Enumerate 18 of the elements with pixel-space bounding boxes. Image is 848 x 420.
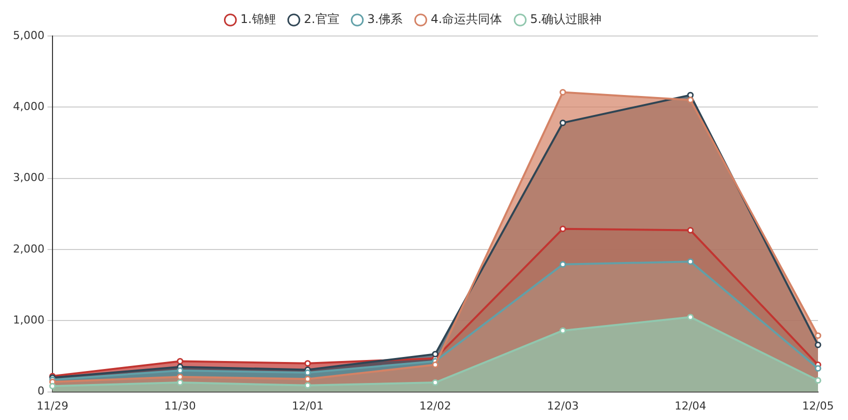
x-tick-label: 12/02 <box>419 399 452 412</box>
legend-label: 4.命运共同体 <box>430 12 502 26</box>
y-tick-label: 0 <box>37 384 44 398</box>
x-tick-label: 12/03 <box>546 399 579 412</box>
x-tick-label: 11/30 <box>164 399 196 412</box>
legend-label: 2.官宣 <box>304 12 340 26</box>
x-tick-label: 12/05 <box>802 399 834 412</box>
y-tick-label: 1,000 <box>12 314 44 326</box>
legend-label: 5.确认过眼神 <box>530 12 602 26</box>
x-tick-label: 12/01 <box>292 399 324 412</box>
x-tick-label: 12/04 <box>674 399 706 412</box>
x-tick-label: 11/29 <box>36 399 68 412</box>
legend-label: 1.锦鲤 <box>240 12 276 26</box>
legend-label: 3.佛系 <box>367 12 403 26</box>
y-tick-label: 3,000 <box>12 171 44 184</box>
y-tick-label: 4,000 <box>12 100 44 114</box>
y-tick-label: 5,000 <box>12 28 44 42</box>
y-tick-label: 2,000 <box>12 242 44 256</box>
